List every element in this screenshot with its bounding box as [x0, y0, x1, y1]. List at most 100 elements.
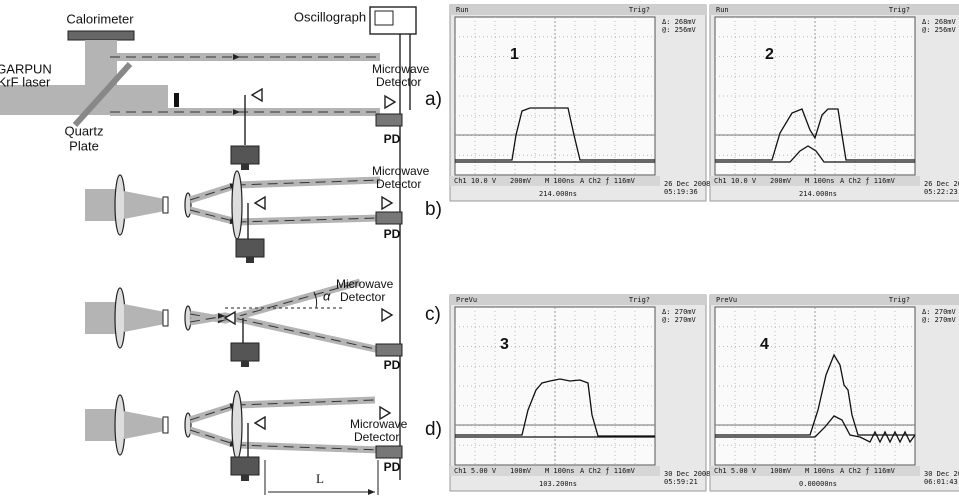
- scope-header: [450, 295, 706, 305]
- scope-readout: @: 270mV: [922, 316, 957, 324]
- photodiode: [376, 344, 402, 356]
- scope-position: 103.200ns: [539, 480, 577, 488]
- laser-label: KrF laser: [0, 74, 51, 89]
- lens: [115, 175, 125, 235]
- scope-setting: 100mV: [770, 467, 792, 475]
- telescope: [124, 411, 165, 439]
- generator: [236, 239, 264, 257]
- horn: [252, 89, 262, 101]
- photodiode: [376, 114, 402, 126]
- generator-foot: [241, 475, 249, 481]
- aperture: [163, 310, 168, 326]
- oscillogram: RunTrig?1Δ: 268mV@: 256mVCh1 10.0 V200mV…: [450, 5, 710, 201]
- scope-readout: @: 256mV: [662, 26, 697, 34]
- scope-date: 05:59:21: [664, 478, 698, 486]
- generator-foot: [241, 361, 249, 367]
- lens: [232, 391, 242, 459]
- scope-date: 26 Dec 2008: [664, 180, 710, 188]
- telescope: [124, 191, 165, 219]
- row-label: b): [425, 199, 442, 220]
- alpha-label: α: [323, 288, 331, 303]
- row-label: d): [425, 419, 442, 440]
- telescope: [124, 304, 165, 332]
- horn: [382, 309, 392, 321]
- panel-number: 1: [510, 46, 519, 63]
- scope-date: 30 Dec 2008: [664, 470, 710, 478]
- scope-setting: A Ch2 ƒ 116mV: [580, 177, 636, 185]
- scope-trigger: Trig?: [629, 6, 650, 14]
- calorimeter: [68, 31, 134, 40]
- generator-foot: [246, 257, 254, 263]
- scope-setting: Ch1 5.00 V: [454, 467, 497, 475]
- scope-setting: Ch1 5.00 V: [714, 467, 757, 475]
- pd-label: PD: [384, 227, 401, 241]
- scope-date: 26 Dec 2008: [924, 180, 959, 188]
- lens: [232, 171, 242, 239]
- scope-readout: Δ: 268mV: [662, 18, 697, 26]
- scope-readout: Δ: 270mV: [922, 308, 957, 316]
- beam: [190, 400, 375, 420]
- scope-setting: A Ch2 ƒ 116mV: [840, 177, 896, 185]
- scope-setting: M 100ns: [805, 467, 835, 475]
- scope-position: 214.000ns: [539, 190, 577, 198]
- horn: [382, 197, 392, 209]
- scope-date: 30 Dec 2008: [924, 470, 959, 478]
- lens: [185, 306, 191, 330]
- scope-setting: Ch1 10.0 V: [714, 177, 757, 185]
- pd-label: PD: [384, 460, 401, 474]
- pd-label: PD: [384, 132, 401, 146]
- row-label: c): [425, 304, 441, 325]
- scope-setting: A Ch2 ƒ 116mV: [840, 467, 896, 475]
- detector-label: Detector: [376, 75, 421, 89]
- detector-label: Detector: [354, 430, 399, 444]
- panel-number: 4: [760, 336, 769, 353]
- stop: [174, 93, 179, 107]
- plate-label: Quartz: [64, 123, 103, 138]
- generator: [231, 146, 259, 164]
- pd-label: PD: [384, 358, 401, 372]
- scope-mode: PreVu: [456, 296, 477, 304]
- scope-setting: M 100ns: [545, 177, 575, 185]
- scope-trigger: Trig?: [629, 296, 650, 304]
- horn: [255, 417, 265, 429]
- generator: [231, 343, 259, 361]
- scope-header: [710, 295, 959, 305]
- horn: [255, 197, 265, 209]
- scope-setting: M 100ns: [545, 467, 575, 475]
- scope-setting: 200mV: [510, 177, 532, 185]
- scope-date: 05:22:23: [924, 188, 958, 196]
- horn: [385, 96, 395, 108]
- photodiode: [376, 212, 402, 224]
- distance-label: L: [316, 471, 324, 486]
- scope-setting: 100mV: [510, 467, 532, 475]
- detector-label: Microwave: [336, 277, 394, 291]
- oscillograph-screen: [375, 11, 393, 25]
- panel-number: 2: [765, 46, 774, 63]
- scope-mode: Run: [456, 6, 469, 14]
- scope-position: 214.000ns: [799, 190, 837, 198]
- aperture: [163, 197, 168, 213]
- oscillograph-label: Oscillograph: [294, 9, 366, 24]
- lens: [115, 288, 125, 348]
- oscillogram: PreVu Trig? 4 Δ: 270mV@: 270mV Ch1 5.00 V 100…: [710, 295, 959, 491]
- scope-date: 05:19:36: [664, 188, 698, 196]
- scope-mode: PreVu: [716, 296, 737, 304]
- aperture: [163, 417, 168, 433]
- detector-label: Detector: [340, 290, 385, 304]
- detector-label: Microwave: [350, 417, 408, 431]
- scope-trigger: Trig?: [889, 6, 910, 14]
- lens: [115, 395, 125, 455]
- photodiode: [376, 446, 402, 458]
- generator: [231, 457, 259, 475]
- schematic: a)MicrowaveDetectorPDb)MicrowaveDetector…: [0, 7, 442, 495]
- scope-date: 06:01:43: [924, 478, 958, 486]
- figure: a)MicrowaveDetectorPDb)MicrowaveDetector…: [0, 0, 959, 500]
- calorimeter-label: Calorimeter: [66, 11, 134, 26]
- scope-readout: Δ: 268mV: [922, 18, 957, 26]
- scope-trigger: Trig?: [889, 296, 910, 304]
- scope-setting: A Ch2 ƒ 116mV: [580, 467, 636, 475]
- generator-foot: [241, 164, 249, 170]
